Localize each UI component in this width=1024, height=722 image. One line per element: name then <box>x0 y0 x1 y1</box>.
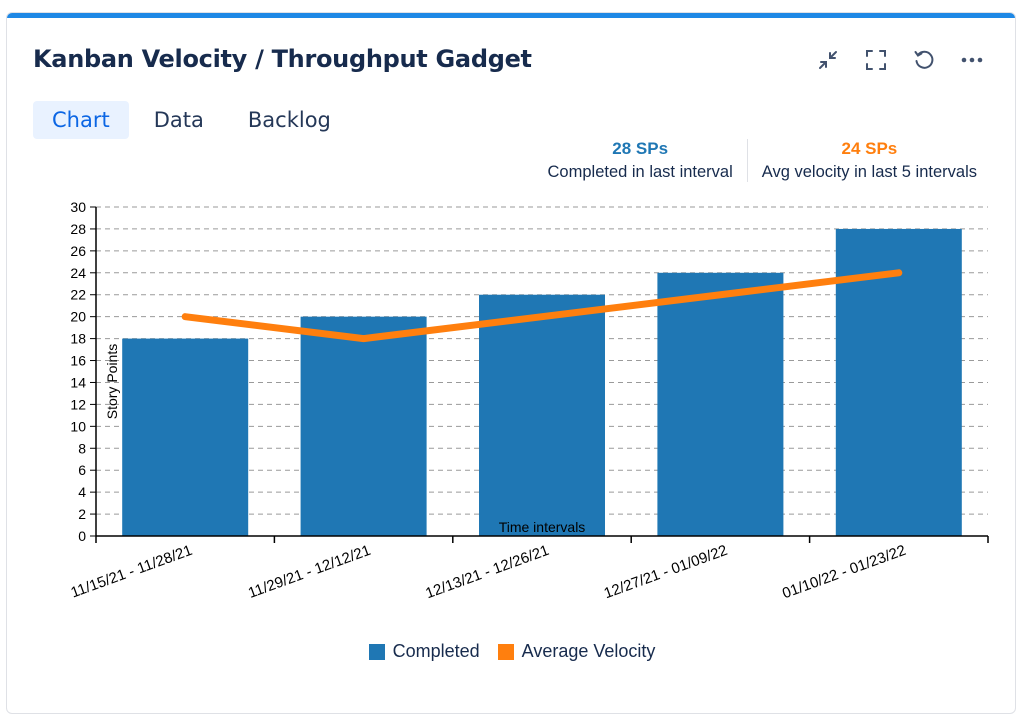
minimize-icon[interactable] <box>815 47 841 73</box>
x-tick-label: 12/27/21 - 01/09/22 <box>602 542 730 602</box>
x-axis-label: Time intervals <box>499 519 586 535</box>
y-tick-label: 6 <box>78 462 86 478</box>
y-axis-label: Story Points <box>104 344 120 419</box>
legend-average[interactable]: Average Velocity <box>497 641 656 662</box>
tab-backlog[interactable]: Backlog <box>247 108 331 132</box>
refresh-icon[interactable] <box>911 47 937 73</box>
y-tick-label: 22 <box>70 287 86 303</box>
stat-average-value: 24 SPs <box>841 139 898 158</box>
summary-stats: 28 SPs Completed in last interval 24 SPs… <box>534 139 991 182</box>
stat-completed-value: 28 SPs <box>612 139 669 158</box>
tab-data[interactable]: Data <box>153 108 204 132</box>
velocity-gadget: Kanban Velocity / Throughput Gadget <box>6 12 1016 714</box>
tab-chart[interactable]: Chart <box>33 101 129 139</box>
accent-bar <box>7 13 1015 18</box>
stat-average: 24 SPs Avg velocity in last 5 intervals <box>746 139 991 182</box>
x-tick-label: 11/29/21 - 12/12/21 <box>246 542 373 602</box>
bar-completed <box>657 272 784 536</box>
stat-average-label: Avg velocity in last 5 intervals <box>761 163 977 181</box>
y-tick-label: 16 <box>70 353 86 369</box>
y-tick-label: 18 <box>70 331 86 347</box>
bar-completed <box>300 316 427 536</box>
chart-legend: Completed Average Velocity <box>7 641 1015 662</box>
legend-average-swatch <box>497 643 514 660</box>
y-tick-label: 4 <box>78 484 86 500</box>
stat-completed-label: Completed in last interval <box>547 163 733 181</box>
y-tick-label: 26 <box>70 243 86 259</box>
y-tick-label: 20 <box>70 309 86 325</box>
x-tick-label: 01/10/22 - 01/23/22 <box>780 542 908 602</box>
bar-completed <box>479 294 605 536</box>
y-tick-label: 8 <box>78 440 86 456</box>
fullscreen-icon[interactable] <box>863 47 889 73</box>
more-icon[interactable] <box>959 47 985 73</box>
gadget-actions <box>815 47 985 73</box>
y-tick-label: 10 <box>70 418 86 434</box>
y-tick-label: 28 <box>70 221 86 237</box>
y-tick-label: 2 <box>78 506 86 522</box>
x-tick-label: 11/15/21 - 11/28/21 <box>69 542 195 602</box>
legend-completed-label: Completed <box>392 641 480 661</box>
y-tick-label: 24 <box>70 265 86 281</box>
stat-completed: 28 SPs Completed in last interval <box>534 139 747 182</box>
legend-average-label: Average Velocity <box>521 641 656 661</box>
y-tick-label: 12 <box>70 396 86 412</box>
y-tick-label: 30 <box>70 199 86 215</box>
gadget-title: Kanban Velocity / Throughput Gadget <box>33 45 532 73</box>
x-tick-label: 12/13/21 - 12/26/21 <box>423 542 551 602</box>
legend-completed[interactable]: Completed <box>368 641 480 662</box>
legend-completed-swatch <box>368 643 385 660</box>
y-tick-label: 14 <box>70 374 86 390</box>
bar-completed <box>122 338 249 536</box>
y-tick-label: 0 <box>78 528 86 544</box>
view-tabs: Chart Data Backlog <box>33 101 350 139</box>
